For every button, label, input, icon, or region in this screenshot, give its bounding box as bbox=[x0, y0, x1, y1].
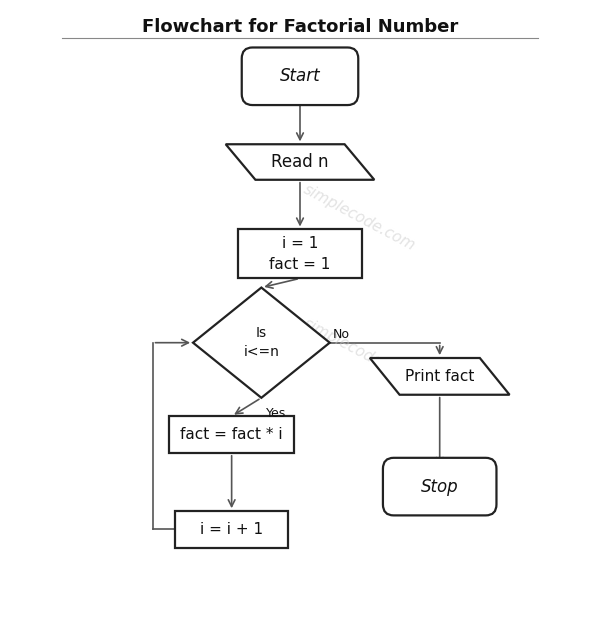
Bar bbox=[175, 511, 288, 548]
Text: Start: Start bbox=[280, 67, 320, 85]
Bar bbox=[169, 416, 294, 453]
Text: simplecode.com: simplecode.com bbox=[301, 316, 418, 387]
Text: Yes: Yes bbox=[266, 407, 286, 420]
Text: Flowchart for Factorial Number: Flowchart for Factorial Number bbox=[142, 19, 458, 36]
Text: i = 1
fact = 1: i = 1 fact = 1 bbox=[269, 236, 331, 272]
Polygon shape bbox=[226, 144, 374, 180]
Text: i = i + 1: i = i + 1 bbox=[200, 522, 263, 537]
FancyBboxPatch shape bbox=[383, 458, 496, 515]
Text: No: No bbox=[332, 328, 350, 341]
Polygon shape bbox=[193, 287, 330, 398]
Text: Print fact: Print fact bbox=[405, 369, 475, 384]
Text: Is
i<=n: Is i<=n bbox=[244, 326, 279, 360]
Text: fact = fact * i: fact = fact * i bbox=[181, 427, 283, 442]
Bar bbox=[238, 229, 362, 278]
Polygon shape bbox=[370, 358, 509, 395]
Text: Read n: Read n bbox=[271, 153, 329, 171]
Text: simplecode.com: simplecode.com bbox=[301, 181, 418, 253]
FancyBboxPatch shape bbox=[242, 48, 358, 105]
Text: Stop: Stop bbox=[421, 478, 458, 496]
